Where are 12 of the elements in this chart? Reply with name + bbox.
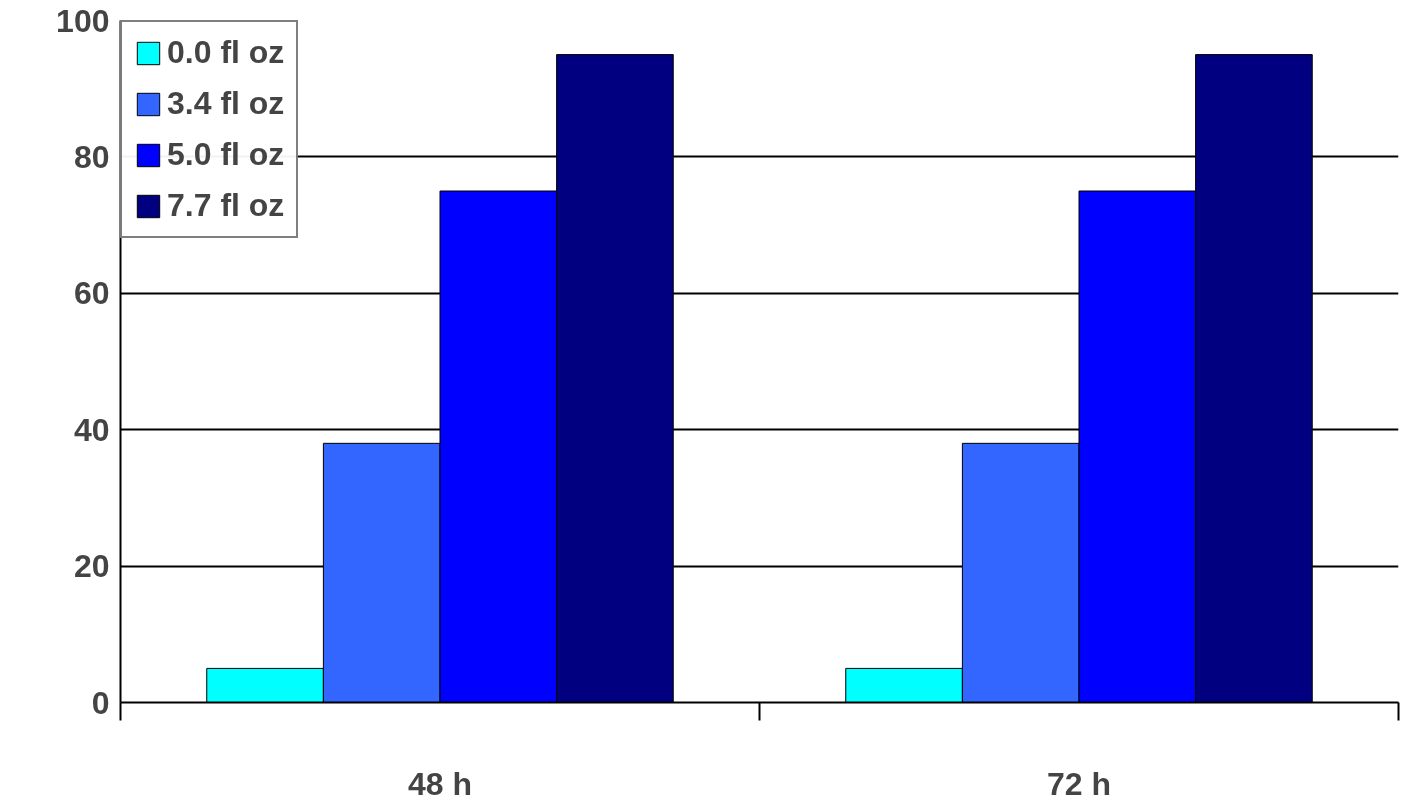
legend-label: 3.4 fl oz [167, 85, 285, 122]
y-tick-label: 0 [91, 684, 110, 721]
legend-label: 5.0 fl oz [167, 136, 285, 173]
y-tick-label: 100 [56, 2, 110, 39]
y-tick-label: 40 [73, 411, 110, 448]
y-tick-label: 20 [73, 548, 110, 585]
x-tick-label: 48 h [407, 765, 473, 802]
legend-label: 0.0 fl oz [167, 34, 285, 71]
x-tick-label: 72 h [1046, 765, 1112, 802]
y-tick-label: 60 [73, 275, 110, 312]
y-tick-label: 80 [73, 138, 110, 175]
legend-label: 7.7 fl oz [167, 187, 285, 224]
